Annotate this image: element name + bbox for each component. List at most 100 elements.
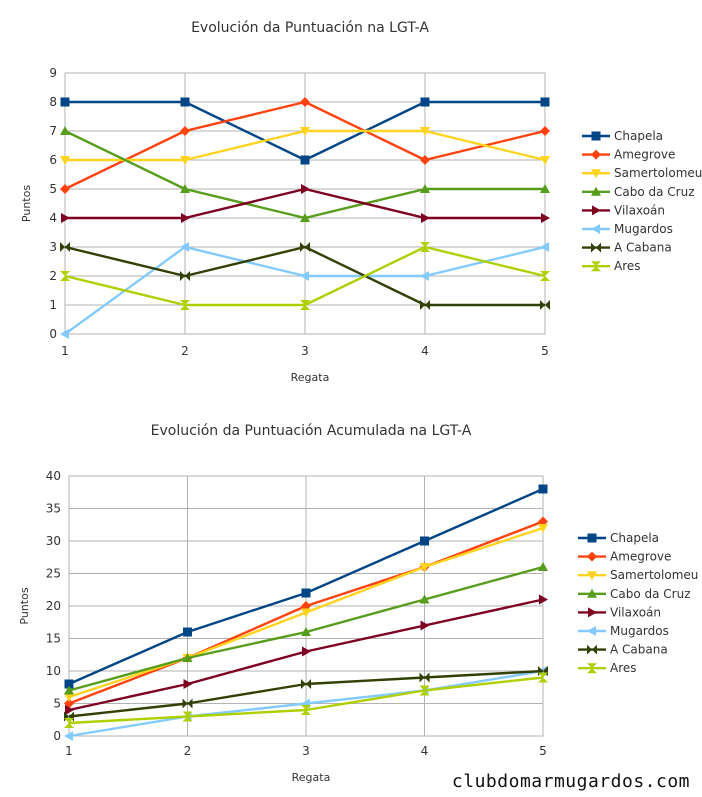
legend-item-cabo-da-cruz: Cabo da Cruz — [578, 587, 691, 601]
data-point-a-cabana — [540, 300, 550, 310]
x-tick-label: 5 — [541, 344, 549, 358]
x-tick-label: 2 — [181, 344, 189, 358]
legend-label: Amegrove — [610, 550, 671, 564]
data-point-chapela — [301, 588, 311, 598]
data-point-vilaxoan — [420, 620, 430, 631]
data-point-cabo-da-cruz — [538, 562, 548, 571]
data-point-vilaxoan — [421, 213, 430, 223]
x-tick-label: 3 — [301, 344, 309, 358]
data-point-mugardos — [60, 329, 69, 339]
site-watermark: clubdomarmugardos.com — [452, 771, 690, 792]
data-point-chapela — [538, 484, 548, 494]
y-tick-label: 2 — [49, 269, 57, 283]
data-point-amegrove — [180, 126, 190, 136]
x-tick-label: 1 — [65, 744, 73, 758]
series-ares — [64, 672, 548, 728]
data-point-samertolomeu — [60, 156, 70, 165]
y-tick-label: 3 — [49, 240, 57, 254]
legend-marker — [587, 626, 596, 636]
legend-marker — [588, 607, 597, 618]
legend-label: Ares — [610, 661, 637, 675]
legend-item-samertolomeu: Samertolomeu — [582, 166, 702, 180]
data-point-chapela — [183, 627, 192, 637]
legend-item-mugardos: Mugardos — [578, 624, 669, 638]
x-tick-label: 5 — [539, 744, 547, 758]
data-point-ares — [60, 271, 70, 281]
data-point-a-cabana — [60, 242, 70, 252]
data-point-vilaxoan — [301, 184, 310, 194]
data-point-chapela — [180, 97, 190, 107]
data-point-vilaxoan — [61, 213, 70, 223]
series-cabo-da-cruz — [60, 126, 550, 222]
y-tick-label: 35 — [46, 502, 61, 516]
data-point-vilaxoan — [181, 213, 190, 223]
y-tick-label: 15 — [46, 632, 61, 646]
data-point-vilaxoan — [183, 679, 193, 689]
data-point-samertolomeu — [300, 127, 310, 136]
y-tick-label: 25 — [46, 567, 61, 581]
legend-item-ares: Ares — [578, 661, 637, 675]
data-point-vilaxoan — [65, 705, 74, 715]
data-point-ares — [538, 672, 548, 683]
data-point-a-cabana — [419, 672, 430, 683]
legend-label: Chapela — [614, 129, 663, 143]
series-amegrove — [60, 97, 550, 194]
y-tick-label: 30 — [46, 534, 61, 548]
x-axis-label: Regata — [291, 371, 330, 384]
data-point-cabo-da-cruz — [300, 213, 310, 222]
legend-marker — [587, 663, 597, 674]
y-tick-label: 9 — [49, 66, 57, 80]
data-point-mugardos — [180, 242, 189, 252]
data-point-samertolomeu — [64, 693, 74, 702]
x-tick-label: 4 — [421, 744, 429, 758]
data-point-ares — [301, 705, 311, 715]
legend-label: Amegrove — [614, 148, 675, 162]
legend-label: A Cabana — [614, 241, 672, 255]
x-tick-label: 3 — [302, 744, 310, 758]
legend-item-amegrove: Amegrove — [578, 550, 671, 564]
data-point-cabo-da-cruz — [60, 126, 70, 135]
series-mugardos — [60, 242, 549, 339]
chart-points-per-regatta: Evolución da Puntuación na LGT-A01234567… — [20, 20, 702, 384]
legend-item-ares: Ares — [582, 259, 641, 273]
series-chapela — [60, 97, 550, 165]
series-a-cabana — [64, 666, 548, 722]
legend-item-vilaxoan: Vilaxoán — [582, 203, 665, 217]
y-tick-label: 1 — [49, 298, 57, 312]
data-point-mugardos — [420, 271, 429, 281]
legend-label: Cabo da Cruz — [614, 185, 695, 199]
data-point-samertolomeu — [540, 156, 550, 165]
legend-marker — [591, 242, 601, 253]
data-point-ares — [419, 685, 430, 696]
data-point-a-cabana — [301, 679, 311, 689]
data-point-samertolomeu — [180, 156, 190, 165]
series-ares — [60, 242, 550, 310]
data-point-ares — [182, 711, 193, 722]
x-tick-label: 4 — [421, 344, 429, 358]
data-point-mugardos — [64, 731, 73, 741]
data-point-mugardos — [540, 242, 549, 252]
data-point-cabo-da-cruz — [301, 627, 311, 636]
data-point-samertolomeu — [538, 524, 548, 533]
legend: Chapela Amegrove Samertolomeu Cabo da Cruz V… — [578, 531, 698, 675]
data-point-chapela — [420, 97, 430, 107]
series-vilaxoan — [61, 184, 550, 223]
y-tick-label: 5 — [49, 182, 57, 196]
y-tick-label: 40 — [46, 469, 61, 483]
legend-item-chapela: Chapela — [578, 531, 659, 545]
series-vilaxoan — [65, 594, 548, 715]
data-point-chapela — [300, 155, 310, 165]
series-samertolomeu — [60, 127, 550, 165]
data-point-vilaxoan — [302, 646, 311, 657]
data-point-samertolomeu — [420, 127, 430, 136]
plot-area — [68, 475, 544, 737]
legend-label: Chapela — [610, 531, 659, 545]
data-point-ares — [180, 300, 190, 310]
y-tick-label: 5 — [53, 697, 61, 711]
data-point-samertolomeu — [301, 608, 311, 618]
legend-label: Samertolomeu — [614, 166, 702, 180]
legend-item-amegrove: Amegrove — [582, 148, 675, 162]
legend-item-vilaxoan: Vilaxoán — [578, 605, 661, 619]
y-tick-label: 20 — [46, 599, 61, 613]
legend-label: Vilaxoán — [610, 605, 661, 619]
